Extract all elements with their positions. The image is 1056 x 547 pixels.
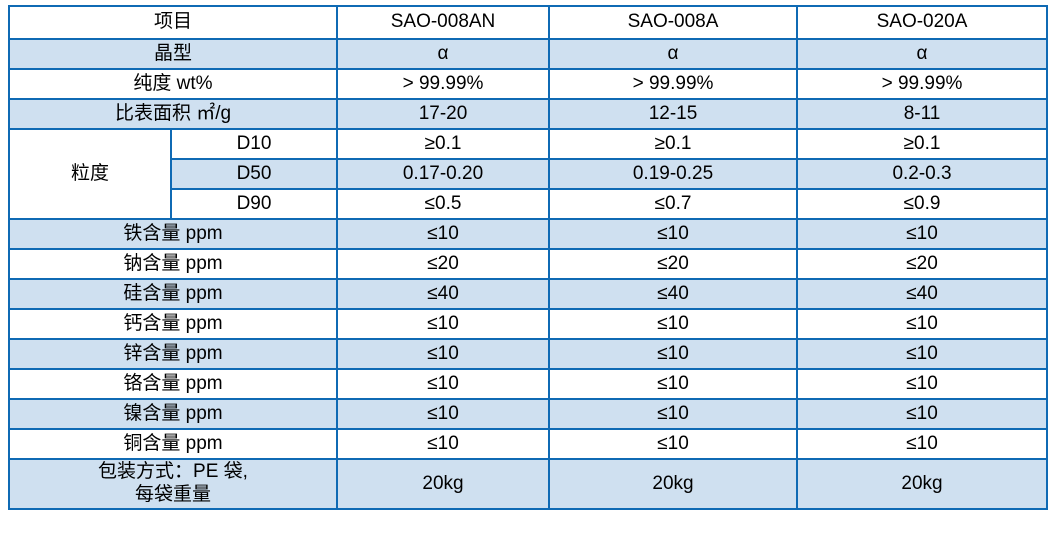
d10-value-2: ≥0.1 (548, 128, 799, 160)
header-item-cell: 项目 (7, 5, 339, 40)
d50-value-2: 0.19-0.25 (548, 158, 799, 190)
copper-content-row: 铜含量 ppm ≤10 ≤10 ≤10 (7, 428, 1049, 460)
crystal-form-value-3: α (796, 38, 1049, 70)
iron-value-2: ≤10 (548, 218, 799, 250)
nickel-content-label: 镍含量 ppm (7, 398, 339, 430)
crystal-form-value-1: α (336, 38, 551, 70)
purity-value-1: > 99.99% (336, 68, 551, 100)
calcium-value-3: ≤10 (796, 308, 1049, 340)
chromium-value-2: ≤10 (548, 368, 799, 400)
nickel-value-1: ≤10 (336, 398, 551, 430)
surface-area-value-3: 8-11 (796, 98, 1049, 130)
header-product-sao-008an: SAO-008AN (336, 5, 551, 40)
d10-value-1: ≥0.1 (336, 128, 551, 160)
silicon-value-1: ≤40 (336, 278, 551, 310)
chromium-content-label: 铬含量 ppm (7, 368, 339, 400)
crystal-form-row: 晶型 α α α (7, 38, 1049, 70)
iron-value-1: ≤10 (336, 218, 551, 250)
silicon-value-2: ≤40 (548, 278, 799, 310)
purity-row: 纯度 wt% > 99.99% > 99.99% > 99.99% (7, 68, 1049, 100)
calcium-content-row: 钙含量 ppm ≤10 ≤10 ≤10 (7, 308, 1049, 340)
d90-value-2: ≤0.7 (548, 188, 799, 220)
purity-label: 纯度 wt% (7, 68, 339, 100)
surface-area-row: 比表面积 ㎡/g 17-20 12-15 8-11 (7, 98, 1049, 130)
calcium-value-2: ≤10 (548, 308, 799, 340)
silicon-content-label: 硅含量 ppm (7, 278, 339, 310)
packaging-label: 包装方式：PE 袋, 每袋重量 (7, 458, 339, 510)
chromium-content-row: 铬含量 ppm ≤10 ≤10 ≤10 (7, 368, 1049, 400)
zinc-value-2: ≤10 (548, 338, 799, 370)
packaging-label-line2: 每袋重量 (135, 484, 212, 505)
product-spec-table: 项目 SAO-008AN SAO-008A SAO-020A 晶型 α α α … (7, 5, 1049, 510)
sodium-value-3: ≤20 (796, 248, 1049, 280)
packaging-value-3: 20kg (796, 458, 1049, 510)
d10-label: D10 (169, 128, 339, 160)
d90-value-1: ≤0.5 (336, 188, 551, 220)
calcium-content-label: 钙含量 ppm (7, 308, 339, 340)
d90-value-3: ≤0.9 (796, 188, 1049, 220)
packaging-row: 包装方式：PE 袋, 每袋重量 20kg 20kg 20kg (7, 458, 1049, 510)
sodium-content-row: 钠含量 ppm ≤20 ≤20 ≤20 (7, 248, 1049, 280)
copper-value-2: ≤10 (548, 428, 799, 460)
packaging-value-1: 20kg (336, 458, 551, 510)
header-product-sao-020a: SAO-020A (796, 5, 1049, 40)
silicon-content-row: 硅含量 ppm ≤40 ≤40 ≤40 (7, 278, 1049, 310)
particle-d90-row: D90 ≤0.5 ≤0.7 ≤0.9 (9, 188, 1049, 220)
chromium-value-1: ≤10 (336, 368, 551, 400)
header-product-sao-008a: SAO-008A (548, 5, 799, 40)
purity-value-2: > 99.99% (548, 68, 799, 100)
surface-area-label: 比表面积 ㎡/g (7, 98, 339, 130)
nickel-value-3: ≤10 (796, 398, 1049, 430)
crystal-form-label: 晶型 (7, 38, 339, 70)
particle-size-label: 粒度 (8, 128, 172, 220)
d50-value-3: 0.2-0.3 (796, 158, 1049, 190)
header-row: 项目 SAO-008AN SAO-008A SAO-020A (7, 5, 1049, 40)
nickel-content-row: 镍含量 ppm ≤10 ≤10 ≤10 (7, 398, 1049, 430)
d50-label: D50 (169, 158, 339, 190)
copper-content-label: 铜含量 ppm (7, 428, 339, 460)
page: 项目 SAO-008AN SAO-008A SAO-020A 晶型 α α α … (7, 5, 1049, 510)
nickel-value-2: ≤10 (548, 398, 799, 430)
particle-d50-row: D50 0.17-0.20 0.19-0.25 0.2-0.3 (9, 158, 1049, 190)
crystal-form-value-2: α (548, 38, 799, 70)
zinc-content-label: 锌含量 ppm (7, 338, 339, 370)
packaging-value-2: 20kg (548, 458, 799, 510)
zinc-value-1: ≤10 (336, 338, 551, 370)
calcium-value-1: ≤10 (336, 308, 551, 340)
surface-area-value-2: 12-15 (548, 98, 799, 130)
iron-content-label: 铁含量 ppm (7, 218, 339, 250)
particle-d10-row: 粒度 D10 ≥0.1 ≥0.1 ≥0.1 (8, 128, 1049, 220)
copper-value-1: ≤10 (336, 428, 551, 460)
iron-value-3: ≤10 (796, 218, 1049, 250)
d10-value-3: ≥0.1 (796, 128, 1049, 160)
sodium-content-label: 钠含量 ppm (7, 248, 339, 280)
copper-value-3: ≤10 (796, 428, 1049, 460)
iron-content-row: 铁含量 ppm ≤10 ≤10 ≤10 (7, 218, 1049, 250)
purity-value-3: > 99.99% (796, 68, 1049, 100)
sodium-value-1: ≤20 (336, 248, 551, 280)
d90-label: D90 (169, 188, 339, 220)
chromium-value-3: ≤10 (796, 368, 1049, 400)
packaging-label-line1: 包装方式：PE 袋, (98, 461, 248, 483)
sodium-value-2: ≤20 (548, 248, 799, 280)
silicon-value-3: ≤40 (796, 278, 1049, 310)
d50-value-1: 0.17-0.20 (336, 158, 551, 190)
zinc-value-3: ≤10 (796, 338, 1049, 370)
surface-area-value-1: 17-20 (336, 98, 551, 130)
zinc-content-row: 锌含量 ppm ≤10 ≤10 ≤10 (7, 338, 1049, 370)
